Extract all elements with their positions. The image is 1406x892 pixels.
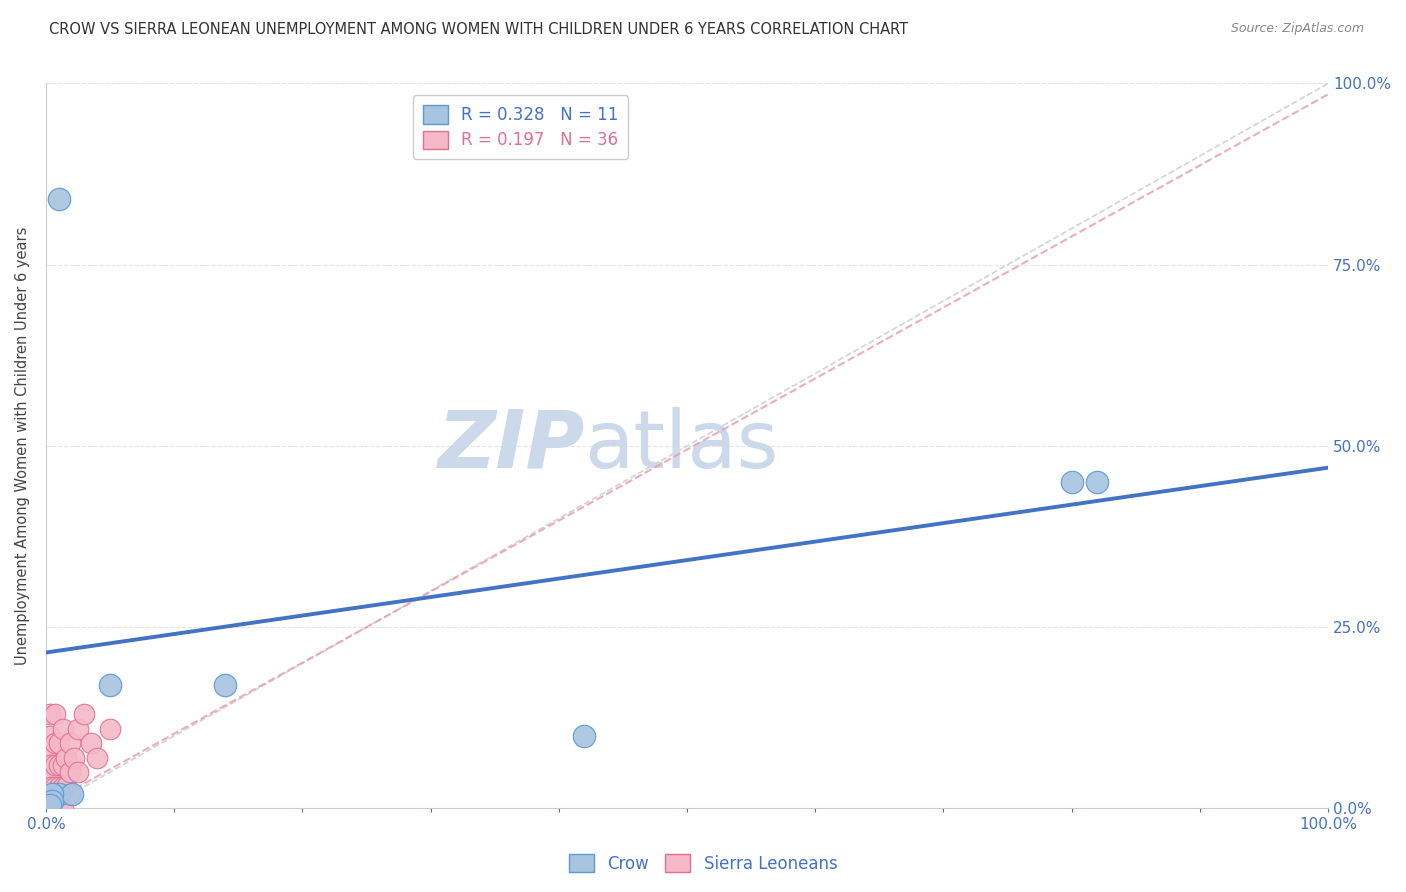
Point [48, 736, 70, 750]
Point [98, 678, 121, 692]
Point [39, 800, 62, 814]
Point [80, 736, 103, 750]
Point [41, 787, 63, 801]
Point [39, 787, 62, 801]
Point [98, 722, 121, 736]
Text: atlas: atlas [585, 407, 779, 485]
Point [1060, 475, 1083, 490]
Point [86, 750, 108, 764]
Point [38, 757, 60, 772]
Point [39, 797, 62, 812]
Text: ZIP: ZIP [437, 407, 585, 485]
Point [52, 800, 75, 814]
Point [59, 787, 82, 801]
Point [44, 800, 66, 814]
Point [59, 736, 82, 750]
Point [44, 707, 66, 722]
Point [59, 765, 82, 780]
Point [39, 780, 62, 794]
Point [574, 729, 596, 743]
Point [44, 736, 66, 750]
Point [1085, 475, 1108, 490]
Point [66, 765, 89, 780]
Point [52, 757, 75, 772]
Point [48, 193, 70, 207]
Legend: R = 0.328   N = 11, R = 0.197   N = 36: R = 0.328 N = 11, R = 0.197 N = 36 [412, 95, 628, 160]
Legend: Crow, Sierra Leoneans: Crow, Sierra Leoneans [562, 847, 844, 880]
Text: Source: ZipAtlas.com: Source: ZipAtlas.com [1230, 22, 1364, 36]
Text: CROW VS SIERRA LEONEAN UNEMPLOYMENT AMONG WOMEN WITH CHILDREN UNDER 6 YEARS CORR: CROW VS SIERRA LEONEAN UNEMPLOYMENT AMON… [49, 22, 908, 37]
Point [48, 794, 70, 808]
Point [73, 707, 96, 722]
Point [39, 794, 62, 808]
Point [55, 780, 77, 794]
Point [38, 707, 60, 722]
Point [52, 722, 75, 736]
Y-axis label: Unemployment Among Women with Children Under 6 years: Unemployment Among Women with Children U… [15, 227, 30, 665]
Point [66, 722, 89, 736]
Point [38, 729, 60, 743]
Point [38, 743, 60, 757]
Point [38, 772, 60, 787]
Point [48, 787, 70, 801]
Point [48, 757, 70, 772]
Point [63, 750, 86, 764]
Point [55, 750, 77, 764]
Point [44, 794, 66, 808]
Point [44, 757, 66, 772]
Point [60, 787, 83, 801]
Point [48, 780, 70, 794]
Point [214, 678, 236, 692]
Point [44, 780, 66, 794]
Point [41, 794, 63, 808]
Point [52, 780, 75, 794]
Point [38, 797, 60, 812]
